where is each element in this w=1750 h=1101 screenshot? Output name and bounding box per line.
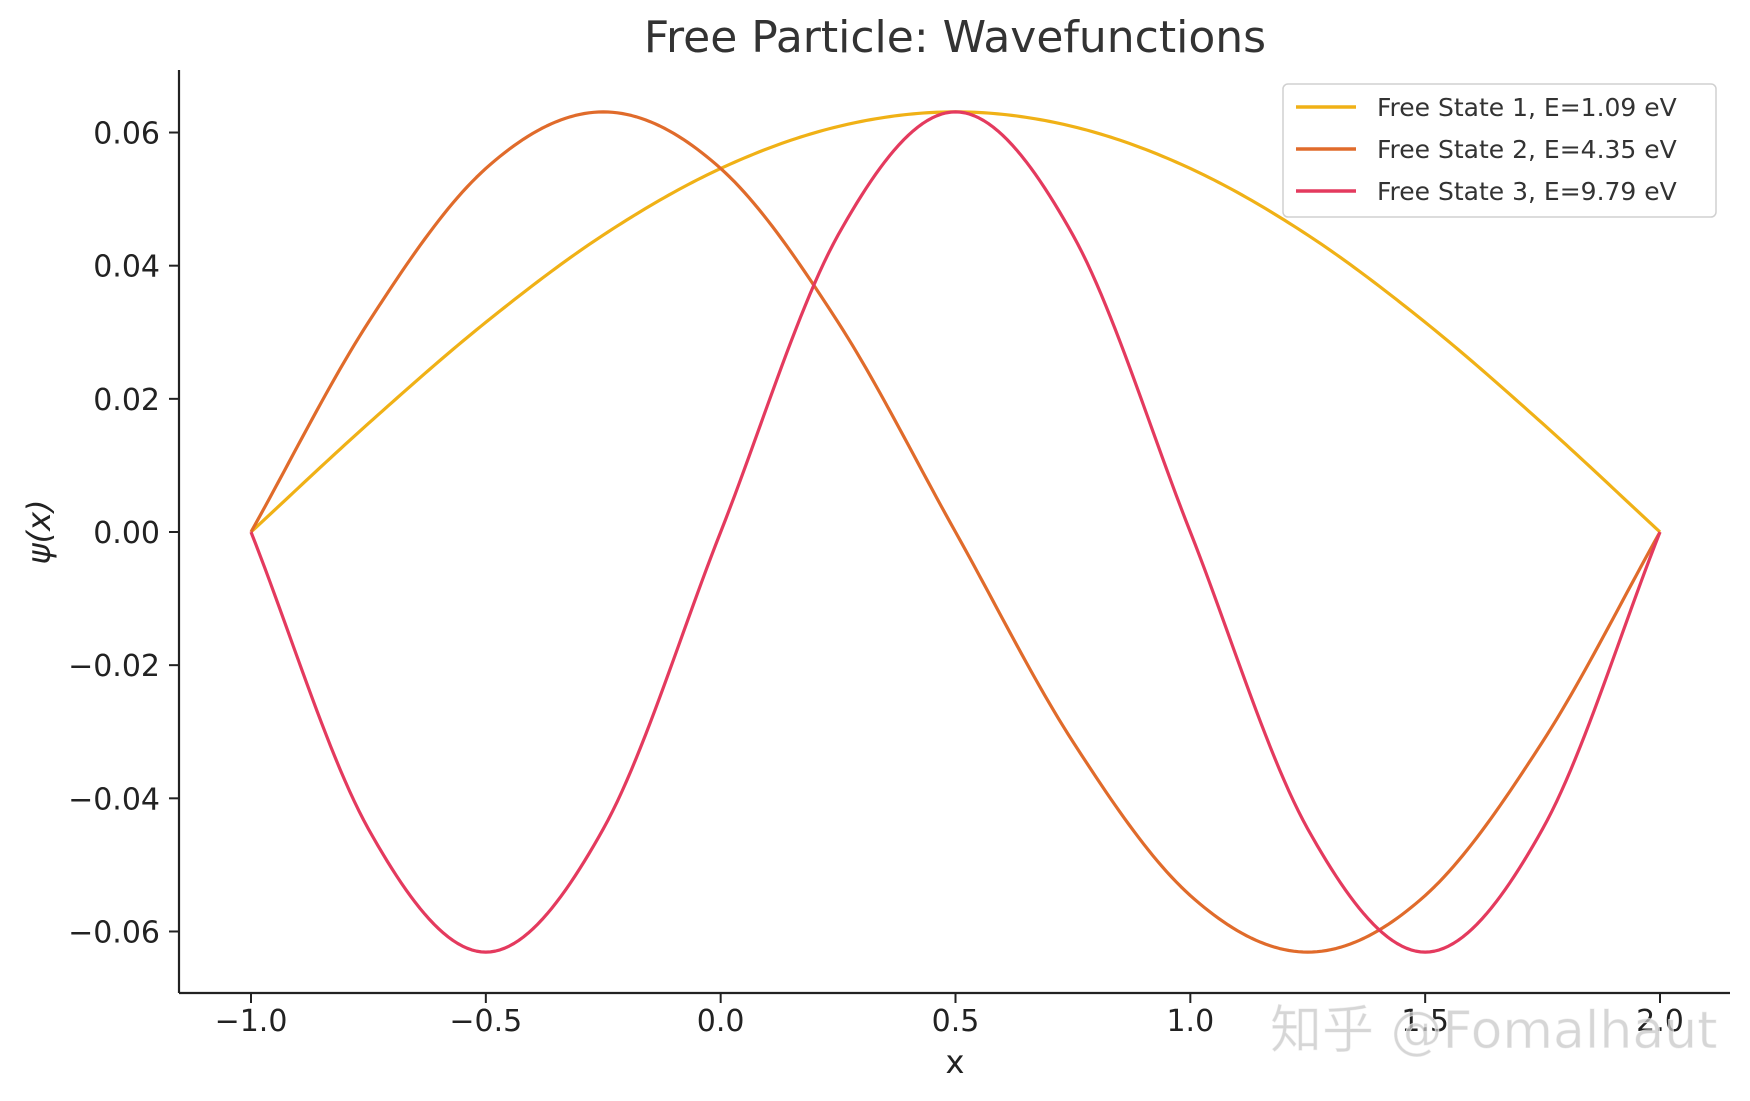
legend-label-1: Free State 1, E=1.09 eV [1377, 93, 1677, 122]
legend-label-2: Free State 2, E=4.35 eV [1377, 135, 1677, 164]
y-ticks: 0.06 0.04 0.02 0.00 −0.02 −0.04 −0.06 [68, 117, 179, 950]
legend: Free State 1, E=1.09 eV Free State 2, E=4… [1282, 83, 1717, 218]
x-tick-label: 2.0 [1636, 1004, 1684, 1039]
y-tick-label: 0.02 [93, 383, 160, 418]
y-axis-label: ψ(x) [20, 499, 58, 564]
x-tick-label: 0.5 [932, 1004, 980, 1039]
x-tick-label: 0.0 [697, 1004, 745, 1039]
x-ticks: −1.0 −0.5 0.0 0.5 1.0 1.5 2.0 [215, 993, 1684, 1039]
y-tick-label: 0.06 [93, 117, 160, 152]
y-tick-label: 0.04 [93, 250, 160, 285]
legend-box [1282, 83, 1717, 218]
y-tick-label: −0.02 [68, 649, 160, 684]
watermark: 知乎 @Fomalhaut [1270, 1001, 1718, 1061]
y-tick-label: 0.00 [93, 516, 160, 551]
series-line-3 [249, 110, 1662, 954]
series-line-2 [249, 110, 1662, 954]
x-tick-label: 1.0 [1166, 1004, 1214, 1039]
chart-title: Free Particle: Wavefunctions [644, 12, 1266, 63]
legend-label-3: Free State 3, E=9.79 eV [1377, 177, 1677, 206]
y-tick-label: −0.04 [68, 782, 160, 817]
x-axis-label: x [946, 1043, 965, 1081]
plot-lines [249, 110, 1662, 954]
y-tick-label: −0.06 [68, 915, 160, 950]
x-tick-label: 1.5 [1401, 1004, 1449, 1039]
x-tick-label: −1.0 [215, 1004, 288, 1039]
x-tick-label: −0.5 [449, 1004, 522, 1039]
